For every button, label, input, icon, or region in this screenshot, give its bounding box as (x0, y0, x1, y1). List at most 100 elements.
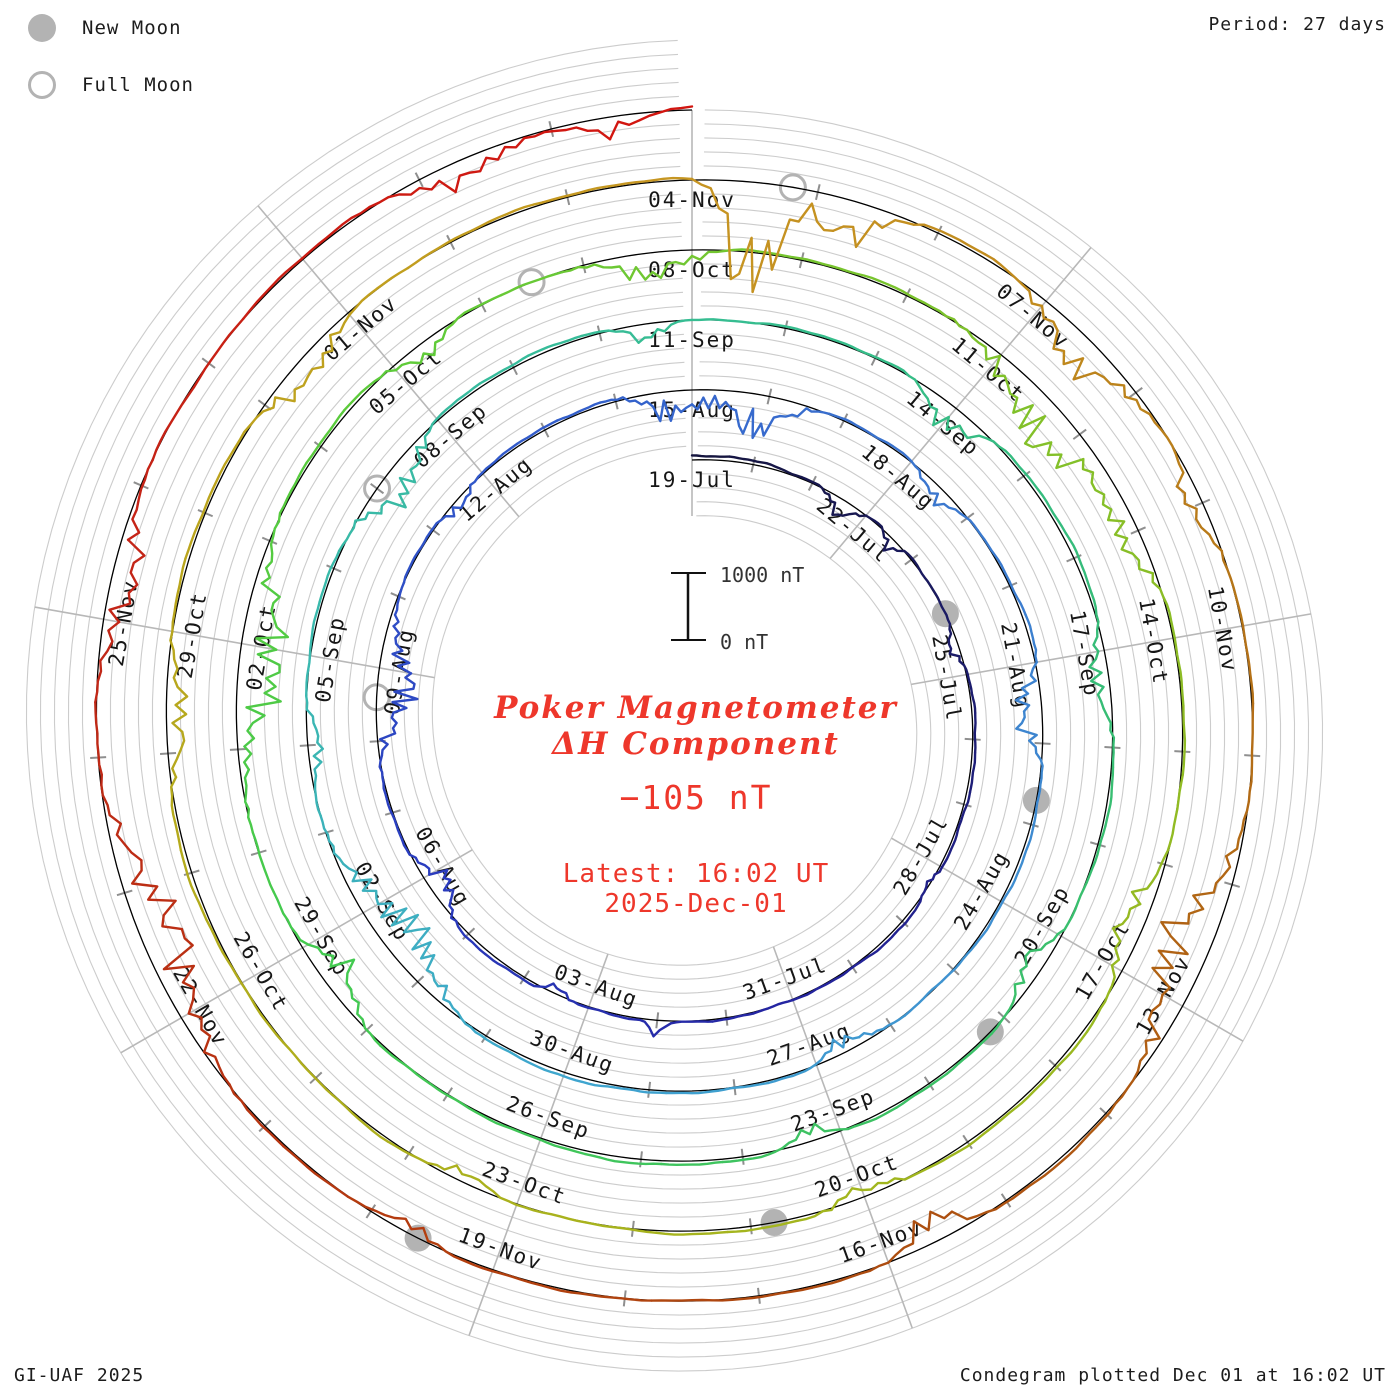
data-segment (243, 768, 255, 834)
grid-spiral (249, 263, 1100, 1148)
date-label: 31-Jul (740, 952, 831, 1005)
data-segment (726, 1219, 799, 1234)
data-segment (579, 329, 640, 344)
data-segment (1106, 518, 1155, 575)
full-moon-marker (363, 474, 392, 503)
data-segment (615, 176, 694, 187)
data-segment (331, 1093, 390, 1143)
data-segment (1068, 537, 1093, 595)
data-segment (391, 672, 419, 714)
date-label: 04-Nov (648, 188, 736, 212)
data-segment (1151, 921, 1190, 996)
data-segment (990, 981, 1026, 1035)
data-segment (918, 568, 941, 604)
data-segment (379, 711, 398, 757)
data-segment (919, 866, 944, 903)
data-segment (838, 1106, 898, 1131)
full-moon-marker (517, 268, 546, 297)
data-segment (945, 1032, 993, 1076)
data-segment (864, 514, 890, 552)
grid-spiral (319, 333, 1030, 1078)
data-segment (240, 982, 285, 1044)
data-segment (660, 1160, 724, 1167)
chart-title-line2: ΔH Component (552, 726, 840, 762)
data-segment (716, 1081, 770, 1093)
data-segment (305, 708, 324, 764)
data-segment (893, 900, 922, 935)
grid-spiral (137, 151, 1212, 1260)
data-segment (171, 703, 188, 779)
data-segment (277, 461, 308, 523)
data-segment (569, 1291, 653, 1302)
data-segment (945, 415, 1001, 448)
latest-time-line1: Latest: 16:02 UT (562, 859, 830, 889)
data-segment (211, 423, 252, 491)
data-segment (637, 318, 694, 344)
data-segment (598, 396, 648, 406)
data-segment (409, 417, 438, 471)
data-segment (455, 1164, 518, 1207)
data-segment (598, 1156, 663, 1166)
new-moon-label: New Moon (82, 17, 182, 39)
latest-time-line2: 2025-Dec-01 (604, 889, 788, 919)
data-segment (584, 1221, 658, 1235)
data-segment (475, 945, 513, 973)
data-segment (886, 283, 948, 318)
date-label: 23-Oct (479, 1157, 570, 1210)
data-segment (829, 500, 868, 518)
data-segment (380, 468, 417, 515)
grid-spiral (403, 417, 946, 994)
data-segment (690, 454, 731, 458)
data-segment (378, 754, 388, 801)
data-segment (992, 354, 1035, 430)
data-segment (401, 838, 431, 876)
data-segment (711, 1012, 755, 1023)
date-label: 09-Aug (380, 626, 419, 717)
grid-spiral (109, 123, 1240, 1288)
data-segment (348, 266, 409, 316)
data-segment (1136, 993, 1164, 1073)
data-segment (471, 201, 544, 232)
legend-new-moon: New Moon (28, 8, 194, 48)
latest-value: −105 nT (619, 778, 773, 817)
data-segment (887, 1210, 954, 1264)
data-segment (587, 1006, 631, 1021)
data-segment (734, 407, 782, 440)
data-segment (515, 1203, 587, 1224)
data-segment (669, 1020, 715, 1025)
data-segment (800, 475, 832, 503)
data-segment (857, 348, 911, 378)
data-segment (927, 1129, 990, 1170)
new-moon-icon (28, 14, 56, 42)
data-segment (731, 1286, 814, 1302)
date-label: 11-Oct (947, 333, 1030, 408)
data-segment (956, 791, 972, 832)
chart-title-line1: Poker Magnetometer (494, 690, 898, 726)
data-segment (831, 218, 915, 249)
data-segment (1173, 636, 1185, 707)
data-segment (500, 270, 564, 297)
radial-gridline (891, 837, 1244, 1042)
data-segment (1224, 780, 1253, 858)
data-segment (1151, 572, 1176, 640)
data-segment (781, 1122, 842, 1150)
data-segment (966, 673, 977, 715)
data-segment (765, 462, 803, 479)
full-moon-label: Full Moon (82, 74, 194, 96)
data-segment (1039, 1030, 1089, 1086)
data-segment (391, 624, 413, 675)
data-segment (249, 375, 309, 427)
data-segment (1102, 707, 1116, 769)
grid-spiral (193, 207, 1156, 1204)
data-segment (1087, 1070, 1140, 1136)
radial-gridline (257, 205, 520, 518)
data-segment (337, 511, 383, 553)
data-segment (251, 831, 275, 894)
data-segment (860, 1166, 930, 1192)
data-segment (976, 529, 1006, 572)
plotted-timestamp: Condegram plotted Dec 01 at 16:02 UT (959, 1365, 1386, 1386)
data-segment (910, 460, 940, 507)
data-segment (1001, 855, 1026, 904)
data-segment (242, 706, 266, 771)
